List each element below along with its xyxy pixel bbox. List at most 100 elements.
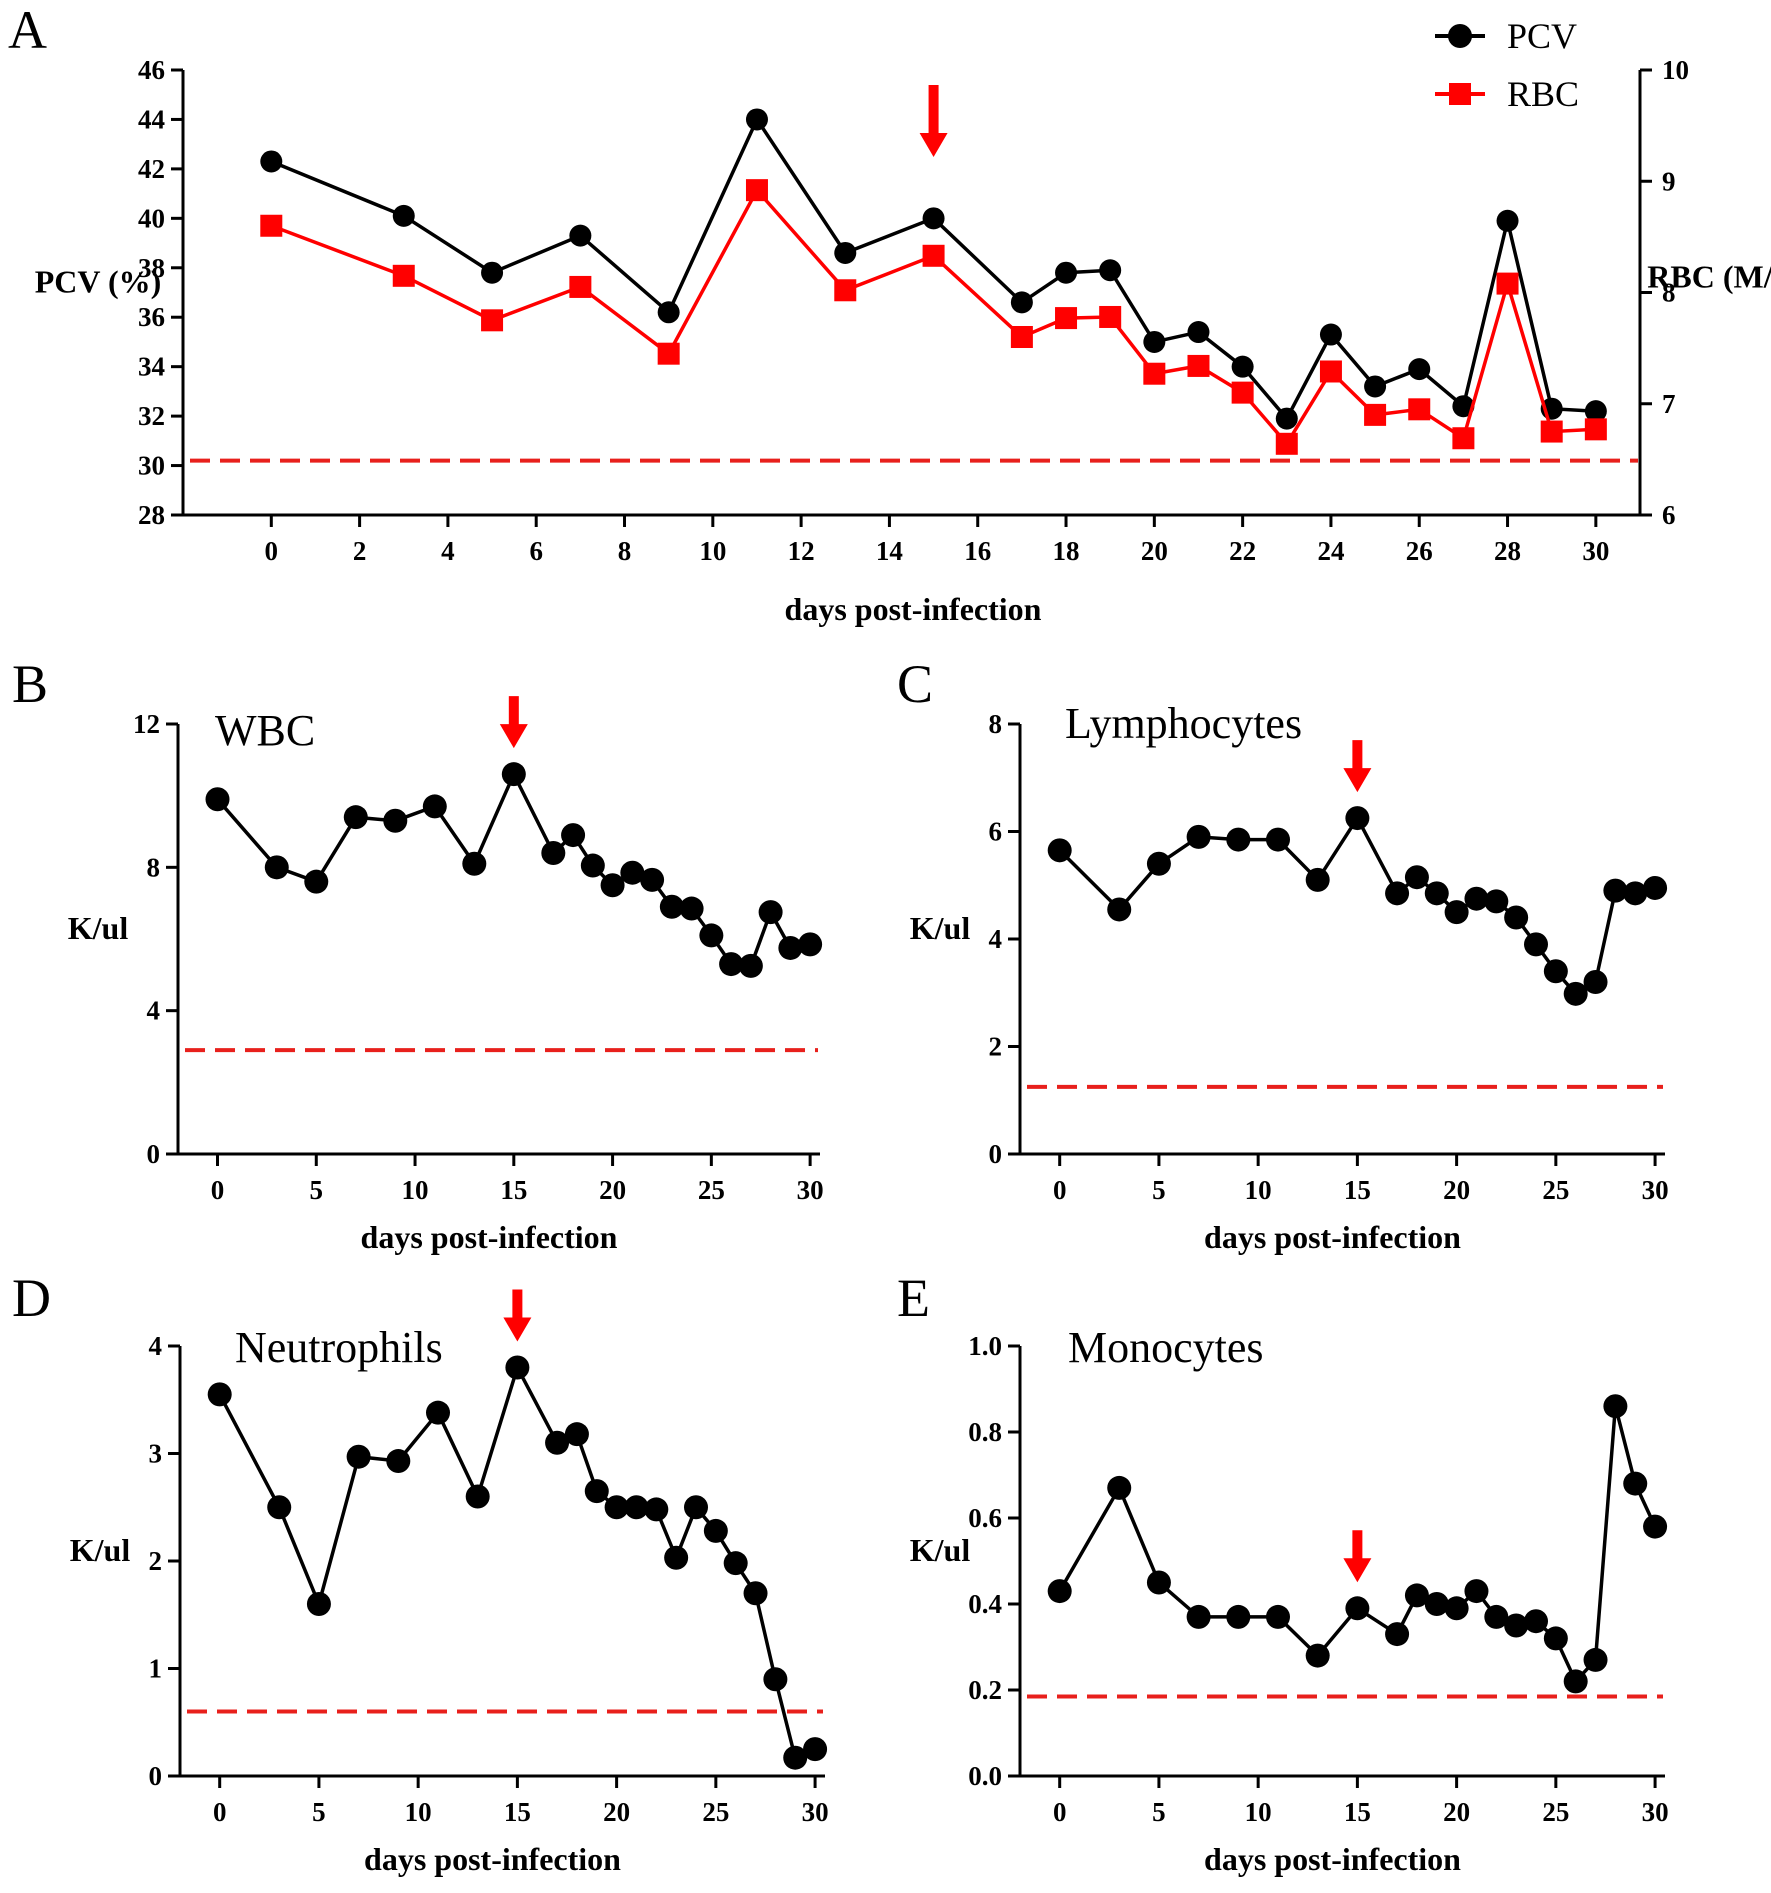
- y-tick-label: 0: [149, 1761, 163, 1791]
- data-point: [1563, 1669, 1588, 1694]
- x-tick-label: 25: [698, 1175, 725, 1205]
- y-tick-label: 0: [147, 1139, 161, 1169]
- arrow-down-icon: [919, 85, 948, 157]
- data-point: [834, 279, 857, 302]
- data-point: [1643, 1514, 1668, 1539]
- y-tick-label: 0.4: [968, 1589, 1002, 1619]
- data-point: [723, 1551, 748, 1576]
- data-point: [640, 867, 665, 892]
- y-tick-label: 4: [147, 996, 161, 1026]
- x-tick-label: 0: [1053, 1175, 1067, 1205]
- x-tick-label: 0: [1053, 1797, 1067, 1827]
- data-point: [505, 1355, 530, 1380]
- data-point: [386, 1449, 411, 1474]
- data-point: [1364, 375, 1387, 398]
- data-point: [620, 860, 645, 885]
- data-point: [1187, 321, 1210, 344]
- chart-title: Lymphocytes: [1065, 699, 1302, 748]
- x-tick-label: 22: [1229, 536, 1256, 566]
- data-point: [1226, 1604, 1251, 1629]
- y-tick-label: 0.8: [968, 1417, 1002, 1447]
- data-point: [1603, 1394, 1628, 1419]
- data-point: [383, 808, 408, 833]
- y-axis-title: K/ul: [70, 1532, 131, 1568]
- x-tick-label: 0: [265, 536, 279, 566]
- data-point: [1047, 1579, 1072, 1604]
- data-point: [684, 1495, 708, 1520]
- y2-axis-title: RBC (M/μL): [1647, 259, 1771, 295]
- x-tick-label: 30: [802, 1797, 829, 1827]
- x-tick-label: 10: [1245, 1175, 1272, 1205]
- data-point: [758, 900, 783, 925]
- panel-d: D Neutrophils 0 1 2 3 4 0 5 10 15 20 25 30 days post-i…: [12, 1268, 829, 1877]
- data-point: [1055, 261, 1078, 284]
- y-tick-label: 0.2: [968, 1675, 1002, 1705]
- data-point: [1099, 305, 1122, 328]
- data-point: [1540, 420, 1563, 443]
- data-point: [1305, 867, 1330, 892]
- data-point: [1408, 398, 1431, 421]
- data-point: [1643, 875, 1668, 900]
- x-tick-label: 25: [1542, 1797, 1569, 1827]
- data-point: [1107, 1475, 1132, 1500]
- arrow-down-icon: [1343, 740, 1372, 793]
- data-point: [1010, 291, 1033, 314]
- data-point: [679, 896, 704, 921]
- data-point: [1444, 1596, 1469, 1621]
- y-tick-label: 2: [149, 1546, 163, 1576]
- data-point: [644, 1497, 669, 1522]
- data-point: [783, 1745, 808, 1770]
- y-axis-title: K/ul: [910, 1532, 971, 1568]
- data-point: [1623, 1471, 1648, 1496]
- data-point: [1047, 838, 1072, 863]
- data-point: [1444, 900, 1469, 925]
- data-point: [561, 823, 586, 848]
- panel-label: A: [8, 0, 47, 60]
- x-tick-label: 2: [353, 536, 367, 566]
- data-point: [462, 851, 487, 876]
- data-point: [703, 1518, 728, 1543]
- data-point: [1319, 360, 1342, 383]
- x-axis-title: days post-infection: [364, 1841, 621, 1877]
- data-point: [1146, 1570, 1171, 1595]
- chart-title: Monocytes: [1068, 1323, 1264, 1372]
- panel-label: D: [12, 1268, 51, 1328]
- data-point: [745, 179, 768, 202]
- data-point: [1186, 824, 1211, 849]
- x-tick-label: 12: [788, 536, 815, 566]
- y-tick-label: 3: [149, 1439, 163, 1469]
- x-tick-label: 5: [1152, 1175, 1166, 1205]
- panel-label: B: [12, 654, 48, 714]
- data-point: [1364, 403, 1387, 426]
- data-point: [1385, 1622, 1410, 1647]
- x-tick-label: 16: [964, 536, 991, 566]
- data-point: [541, 841, 566, 865]
- data-point: [1543, 959, 1568, 984]
- series-line-neutrophils: [218, 1362, 816, 1761]
- data-point: [1408, 358, 1431, 381]
- data-point: [426, 1400, 450, 1425]
- y-tick-label: 1.0: [968, 1331, 1002, 1361]
- panel-label: C: [897, 654, 933, 714]
- data-point: [600, 873, 625, 898]
- data-point: [803, 1737, 828, 1762]
- x-tick-label: 0: [213, 1797, 227, 1827]
- data-point: [1345, 806, 1370, 831]
- data-point: [260, 214, 283, 237]
- x-tick-label: 28: [1494, 536, 1521, 566]
- x-tick-label: 30: [1582, 536, 1609, 566]
- data-point: [346, 1444, 371, 1469]
- y-tick-label: 2: [989, 1032, 1003, 1062]
- x-tick-label: 10: [405, 1797, 432, 1827]
- x-tick-label: 30: [797, 1175, 824, 1205]
- data-point: [1226, 827, 1251, 852]
- x-axis-title: days post-infection: [1204, 1841, 1461, 1877]
- chart-title: WBC: [215, 706, 315, 755]
- data-point: [1275, 407, 1298, 430]
- data-point: [699, 923, 724, 948]
- x-tick-label: 20: [1443, 1797, 1470, 1827]
- data-point: [1345, 1596, 1370, 1621]
- data-point: [1143, 330, 1166, 353]
- data-point: [738, 953, 763, 978]
- data-point: [1424, 881, 1449, 906]
